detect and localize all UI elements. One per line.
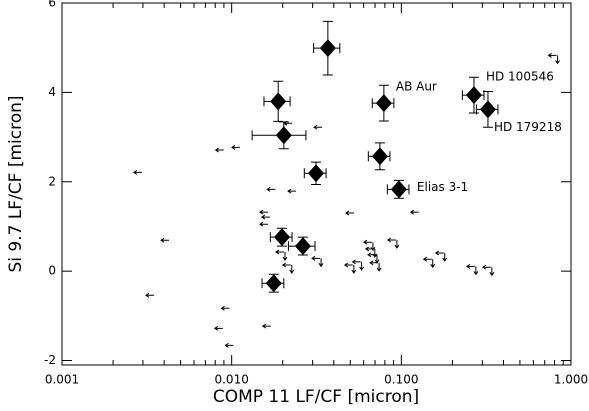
- upper-limit-arrow: [409, 209, 419, 215]
- diamond-point: [319, 39, 336, 58]
- upper-limit-arrow: [289, 265, 295, 274]
- upper-limit-arrow: [422, 256, 432, 262]
- upper-limit-arrow: [363, 239, 372, 245]
- upper-limit-arrow: [213, 325, 223, 331]
- upper-limit-arrow: [394, 239, 400, 249]
- y-axis-label: Si 9.7 LF/CF [micron]: [6, 95, 26, 272]
- diamond-point: [270, 92, 287, 111]
- upper-limit-arrow: [281, 262, 291, 268]
- annotation: HD 179218: [494, 120, 562, 134]
- upper-limit-arrow: [430, 259, 436, 269]
- upper-limit-arrow: [376, 262, 382, 272]
- diamond-point: [274, 228, 291, 247]
- upper-limit-arrow: [275, 249, 285, 255]
- upper-limit-arrow: [259, 209, 268, 215]
- x-tick-label: 0.001: [45, 373, 79, 387]
- diamond-point: [375, 94, 392, 113]
- upper-limit-arrow: [359, 261, 365, 271]
- x-axis-label: COMP 11 LF/CF [micron]: [213, 387, 419, 407]
- diamond-point: [265, 274, 282, 293]
- upper-limit-arrow: [364, 246, 374, 252]
- upper-limit-arrow: [481, 264, 491, 270]
- diamond-point: [294, 237, 311, 256]
- annotation: Elias 3-1: [417, 180, 468, 194]
- upper-limit-arrow: [386, 237, 396, 243]
- upper-limit-arrow: [220, 305, 230, 311]
- upper-limit-arrow: [465, 263, 475, 269]
- upper-limit-arrow: [343, 262, 353, 268]
- annotation: AB Aur: [396, 80, 437, 94]
- x-tick-label: 0.100: [384, 373, 418, 387]
- y-tick-label: 6: [48, 0, 56, 10]
- upper-limit-arrow: [313, 124, 323, 130]
- upper-limit-arrow: [547, 53, 557, 58]
- diamond-point: [390, 180, 407, 199]
- upper-limit-arrow: [442, 252, 448, 262]
- upper-limit-arrow: [160, 237, 170, 243]
- upper-limit-arrow: [224, 342, 234, 348]
- diamond-point: [307, 164, 324, 183]
- diamond-point: [465, 86, 482, 105]
- diamond-point: [479, 100, 496, 119]
- upper-limit-arrow: [266, 186, 276, 192]
- upper-limit-arrow: [260, 214, 270, 220]
- upper-limit-arrow: [231, 144, 240, 150]
- upper-limit-arrow: [261, 323, 271, 329]
- diamond-point: [371, 147, 388, 166]
- y-tick-label: 4: [48, 85, 56, 99]
- upper-limit-arrow: [282, 252, 288, 261]
- upper-limit-arrow: [145, 292, 154, 298]
- upper-limit-arrow: [259, 221, 268, 227]
- upper-limit-arrow: [489, 267, 495, 277]
- upper-limit-arrow: [132, 169, 142, 175]
- upper-limit-arrow: [345, 210, 354, 216]
- upper-limit-arrow: [473, 266, 479, 276]
- plot-frame: [61, 2, 572, 366]
- upper-limit-arrow: [214, 147, 224, 153]
- diamond-point: [275, 126, 292, 145]
- annotation: HD 100546: [486, 70, 554, 84]
- upper-limit-arrow: [287, 188, 297, 194]
- y-tick-label: 0: [48, 264, 56, 278]
- upper-limit-arrow: [351, 259, 361, 265]
- x-tick-label: 1.000: [554, 373, 588, 387]
- y-tick-label: 2: [48, 174, 56, 188]
- upper-limit-arrow: [369, 260, 379, 266]
- y-tick-label: -2: [44, 353, 56, 367]
- upper-limit-arrow: [555, 55, 560, 65]
- upper-limit-arrow: [318, 258, 324, 268]
- x-tick-label: 0.010: [214, 373, 248, 387]
- upper-limit-arrow: [351, 265, 357, 274]
- upper-limit-arrow: [434, 250, 444, 256]
- upper-limit-arrow: [367, 252, 376, 258]
- upper-limit-arrow: [311, 255, 321, 261]
